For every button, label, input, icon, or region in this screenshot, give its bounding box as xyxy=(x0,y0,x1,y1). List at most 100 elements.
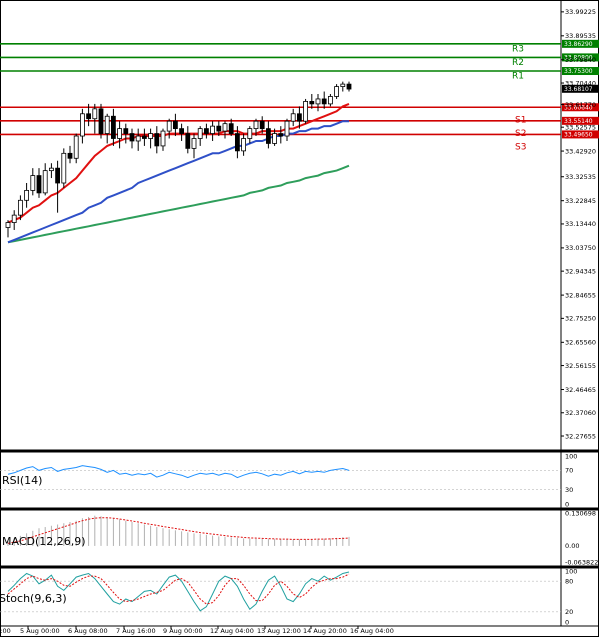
price-tick-label: 32.84655 xyxy=(565,291,596,299)
candle-bull xyxy=(241,138,247,152)
candle-bull xyxy=(49,167,54,172)
candle-bear xyxy=(55,167,60,184)
candle-bear xyxy=(36,175,42,194)
level-value-tag: 33.60640 xyxy=(564,104,593,111)
stoch-tick-label: 20 xyxy=(565,608,573,616)
rsi-tick-label: 30 xyxy=(565,486,573,494)
candle-bull xyxy=(135,135,141,142)
rsi-tick-label: 100 xyxy=(565,452,577,460)
candle-bull xyxy=(148,133,154,139)
level-value-tag: 33.86290 xyxy=(564,41,593,48)
price-tick-label: 33.03750 xyxy=(565,244,596,252)
macd-panel: 0.130698 0.00 -0.063822 MACD(12,26,9) xyxy=(2,509,598,566)
price-tick-label: 32.65560 xyxy=(565,339,596,347)
candle-bull xyxy=(73,135,79,159)
candle-bull xyxy=(30,175,36,191)
ma-mid-line xyxy=(7,120,349,244)
stoch-d-line xyxy=(7,573,350,605)
candle-bull xyxy=(284,120,290,137)
candle-bear xyxy=(278,133,284,137)
price-tick-label: 33.42920 xyxy=(565,147,596,155)
level-label: R1 xyxy=(512,72,524,82)
candle-bull xyxy=(117,128,122,139)
macd-tick-label: 0.130698 xyxy=(565,509,596,517)
candle-bear xyxy=(228,123,234,134)
stoch-label: Stoch(9,6,3) xyxy=(0,592,67,605)
rsi-panel: 100 70 30 0 RSI(14) xyxy=(0,452,577,508)
price-tick-label: 32.94345 xyxy=(565,267,596,275)
candle-bear xyxy=(98,108,104,134)
time-tick-label: 13 Aug 12:00 xyxy=(257,627,301,635)
candle-bear xyxy=(123,128,129,134)
level-label: R3 xyxy=(512,44,524,54)
price-tick-label: 32.37060 xyxy=(565,409,596,417)
time-tick-label: 9 Aug 00:00 xyxy=(163,627,203,635)
macd-tick-label: 0.00 xyxy=(565,542,579,550)
rsi-label: RSI(14) xyxy=(2,474,42,487)
macd-signal-line xyxy=(7,517,350,544)
candle-bull xyxy=(327,96,333,105)
level-tag-bg-s1 xyxy=(562,103,599,112)
price-tick-label: 33.89535 xyxy=(565,32,596,40)
candle-bear xyxy=(216,125,222,132)
candle-bear xyxy=(141,135,147,139)
stoch-panel: 100 80 20 0 Stoch(9,6,3) xyxy=(0,567,577,626)
candle-bull xyxy=(104,115,110,134)
candle-bear xyxy=(172,120,178,130)
time-tick-label: 6 Aug 08:00 xyxy=(68,627,108,635)
candle-bull xyxy=(17,199,23,216)
candle-bull xyxy=(334,86,340,97)
price-tick-label: 32.75250 xyxy=(565,315,596,323)
current-price-tag: 33.68107 xyxy=(564,86,593,93)
candle-bull xyxy=(5,222,11,228)
price-tick-label: 33.61770 xyxy=(565,101,596,109)
candle-bull xyxy=(247,128,253,139)
stoch-tick-label: 0 xyxy=(565,618,569,626)
level-tag-bg-s3 xyxy=(562,130,599,139)
candle-bear xyxy=(309,101,315,105)
candle-bear xyxy=(179,128,185,134)
candle-bull xyxy=(166,120,172,132)
candle-bull xyxy=(272,133,278,144)
level-tag-bg-s2 xyxy=(562,116,599,125)
level-tag-bg-r2 xyxy=(562,53,599,62)
price-tick-label: 33.13440 xyxy=(565,220,596,228)
time-axis: 00:00 5 Aug 00:00 6 Aug 08:00 7 Aug 16:00 9 … xyxy=(0,626,394,635)
level-label: R2 xyxy=(512,58,524,68)
candle-bull xyxy=(253,120,259,130)
level-value-tag: 33.55140 xyxy=(564,118,593,125)
stoch-tick-label: 100 xyxy=(565,567,577,575)
candle-bull xyxy=(61,152,67,184)
moving-averages xyxy=(7,102,350,244)
price-tick-label: 33.32535 xyxy=(565,173,596,181)
candle-bull xyxy=(222,123,228,132)
current-price-bg xyxy=(562,84,599,93)
price-tick-label: 33.79840 xyxy=(565,56,596,64)
time-tick-label: 14 Aug 20:00 xyxy=(303,627,347,635)
candle-bull xyxy=(197,128,203,139)
price-tick-label: 32.46465 xyxy=(565,386,596,394)
level-value-tag: 33.49650 xyxy=(564,132,593,139)
macd-label: MACD(12,26,9) xyxy=(2,535,86,548)
level-tag-bg-r3 xyxy=(562,39,599,48)
candle-bull xyxy=(92,108,98,120)
candle-bull xyxy=(340,83,346,87)
panel-separator-0 xyxy=(0,449,598,453)
price-tick-label: 32.56155 xyxy=(565,362,596,370)
price-tick-label: 33.99225 xyxy=(565,8,596,16)
candle-bear xyxy=(154,133,160,147)
candle-bull xyxy=(290,113,296,122)
level-value-tag: 33.75300 xyxy=(564,68,593,75)
time-tick-label: 00:00 xyxy=(0,627,11,635)
panel-separator-1 xyxy=(0,507,598,511)
candle-bear xyxy=(296,113,302,122)
price-tick-label: 32.27655 xyxy=(565,432,596,440)
ma-slow-line xyxy=(7,164,350,244)
price-axis: 33.99225 33.89535 33.79840 33.70440 33.61770… xyxy=(561,8,596,440)
rsi-line xyxy=(7,465,350,479)
candle-bull xyxy=(191,138,197,149)
time-tick-label: 16 Aug 04:00 xyxy=(350,627,394,635)
candle-bear xyxy=(203,128,209,134)
candle-bear xyxy=(67,152,73,159)
